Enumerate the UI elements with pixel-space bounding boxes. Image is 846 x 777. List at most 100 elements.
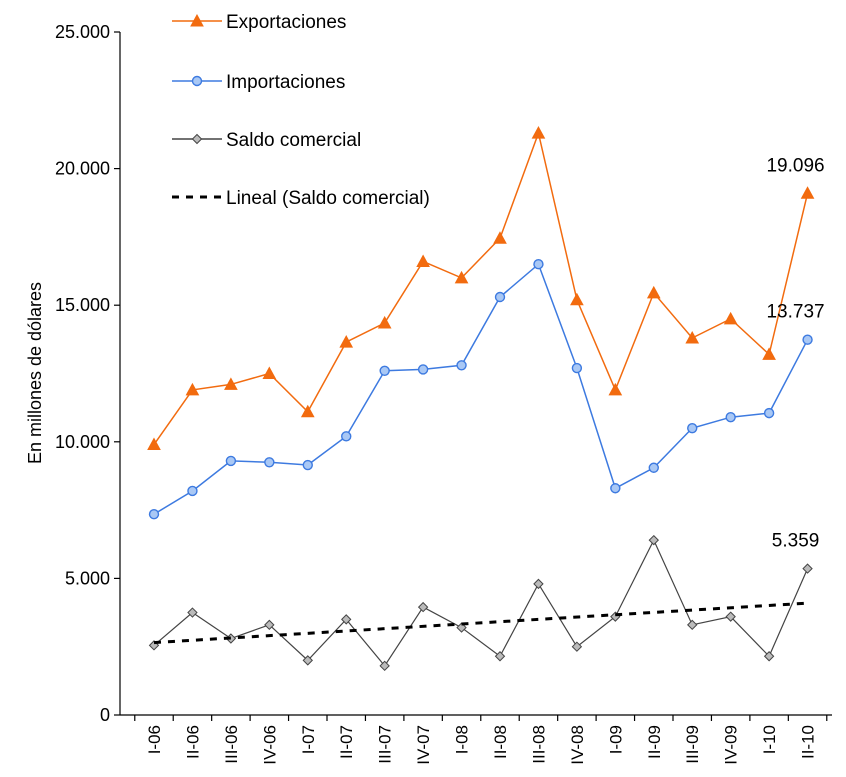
x-tick-label: III-07 bbox=[376, 725, 395, 764]
x-tick-label: II-07 bbox=[337, 725, 356, 759]
legend-item: Exportaciones bbox=[172, 12, 346, 33]
series-line bbox=[153, 538, 809, 667]
trend-line bbox=[153, 601, 808, 645]
point-marker-diamond bbox=[417, 601, 429, 613]
x-tick-label: IV-08 bbox=[568, 725, 587, 765]
point-marker-diamond bbox=[379, 660, 390, 672]
point-marker-diamond bbox=[802, 563, 813, 574]
point-marker-triangle bbox=[190, 13, 204, 27]
x-tick-label: I-07 bbox=[299, 725, 318, 754]
point-marker-diamond bbox=[494, 651, 506, 662]
point-marker-diamond bbox=[341, 614, 352, 625]
point-marker-circle bbox=[533, 259, 544, 270]
point-marker-diamond bbox=[648, 534, 659, 546]
x-tick-label: I-06 bbox=[145, 725, 164, 754]
point-marker-triangle bbox=[300, 404, 315, 418]
point-marker-diamond bbox=[302, 655, 313, 666]
point-marker-triangle bbox=[570, 292, 584, 306]
x-tick-label: II-09 bbox=[645, 725, 664, 759]
x-tick-label: II-08 bbox=[491, 725, 510, 759]
x-tick-label: I-09 bbox=[606, 725, 625, 754]
point-marker-diamond bbox=[264, 619, 275, 631]
point-marker-diamond bbox=[187, 607, 198, 618]
x-tick-label: III-08 bbox=[529, 725, 548, 764]
point-marker-circle bbox=[494, 291, 506, 303]
point-marker-triangle bbox=[185, 382, 200, 396]
y-tick-label: 15.000 bbox=[55, 295, 110, 315]
point-marker-circle bbox=[341, 431, 352, 442]
y-tick-label: 5.000 bbox=[65, 568, 110, 588]
y-axis-title: En millones de dólares bbox=[25, 282, 45, 464]
y-tick-label: 20.000 bbox=[55, 159, 110, 179]
series-1 bbox=[148, 259, 813, 520]
x-tick-label: I-10 bbox=[760, 725, 779, 754]
x-tick-label: IV-07 bbox=[414, 725, 433, 765]
y-tick-label: 10.000 bbox=[55, 432, 110, 452]
data-labels: 19.096 13.737 5.359 bbox=[766, 155, 824, 551]
legend-label: Importaciones bbox=[226, 72, 345, 93]
point-marker-triangle bbox=[147, 437, 161, 451]
x-tick-label: IV-06 bbox=[260, 725, 279, 765]
y-tick-label: 25.000 bbox=[55, 22, 110, 42]
point-marker-circle bbox=[187, 485, 198, 497]
series-0 bbox=[147, 126, 815, 451]
point-marker-triangle bbox=[646, 285, 661, 299]
series-3 bbox=[153, 601, 808, 645]
point-marker-circle bbox=[648, 462, 659, 473]
legend-label: Exportaciones bbox=[226, 12, 346, 33]
point-marker-triangle bbox=[224, 377, 238, 390]
point-marker-triangle bbox=[762, 347, 776, 360]
point-marker-circle bbox=[725, 412, 736, 423]
point-marker-diamond bbox=[687, 619, 698, 631]
point-marker-diamond bbox=[191, 133, 203, 145]
point-marker-diamond bbox=[763, 651, 775, 662]
legend-label: Lineal (Saldo comercial) bbox=[226, 188, 430, 209]
series-line bbox=[153, 262, 809, 515]
point-marker-circle bbox=[302, 459, 313, 471]
x-tick-label: III-09 bbox=[683, 725, 702, 764]
point-marker-triangle bbox=[416, 254, 430, 267]
point-marker-triangle bbox=[377, 315, 392, 329]
point-marker-circle bbox=[191, 75, 203, 87]
x-tick-label: II-06 bbox=[183, 725, 202, 759]
series-group bbox=[147, 126, 815, 672]
x-tick-label: III-06 bbox=[222, 725, 241, 764]
axes: 0 5.000 10.000 15.000 20.000 25.000 En millone… bbox=[25, 22, 832, 765]
data-label: 13.737 bbox=[766, 302, 824, 323]
point-marker-triangle bbox=[493, 231, 507, 244]
point-marker-circle bbox=[763, 407, 775, 419]
series-line bbox=[153, 130, 809, 445]
point-marker-triangle bbox=[685, 330, 700, 344]
x-tick-label: I-08 bbox=[453, 725, 472, 754]
point-marker-diamond bbox=[533, 578, 544, 590]
point-marker-circle bbox=[417, 364, 429, 375]
point-marker-triangle bbox=[454, 270, 469, 284]
y-tick-label: 0 bbox=[100, 705, 110, 725]
point-marker-circle bbox=[456, 360, 467, 371]
point-marker-circle bbox=[148, 508, 160, 520]
point-marker-diamond bbox=[725, 611, 736, 622]
point-marker-triangle bbox=[800, 186, 815, 199]
point-marker-triangle bbox=[531, 126, 546, 139]
legend-item: Importaciones bbox=[172, 72, 345, 93]
legend-label: Saldo comercial bbox=[226, 130, 361, 151]
data-label: 5.359 bbox=[772, 531, 820, 552]
point-marker-diamond bbox=[571, 641, 583, 652]
x-tick-label: II-10 bbox=[799, 725, 818, 759]
point-marker-circle bbox=[571, 362, 583, 374]
series-2 bbox=[148, 534, 813, 672]
point-marker-triangle bbox=[723, 311, 738, 325]
point-marker-triangle bbox=[262, 366, 277, 379]
point-marker-circle bbox=[264, 457, 275, 468]
point-marker-circle bbox=[379, 365, 390, 376]
point-marker-circle bbox=[802, 334, 813, 345]
legend: Exportaciones Importaciones Saldo comercia… bbox=[172, 12, 430, 209]
legend-item: Saldo comercial bbox=[172, 130, 361, 151]
point-marker-triangle bbox=[608, 382, 623, 396]
point-marker-circle bbox=[610, 483, 621, 494]
point-marker-triangle bbox=[339, 335, 354, 348]
point-marker-circle bbox=[687, 422, 698, 434]
point-marker-circle bbox=[225, 455, 237, 467]
data-label: 19.096 bbox=[766, 155, 824, 176]
